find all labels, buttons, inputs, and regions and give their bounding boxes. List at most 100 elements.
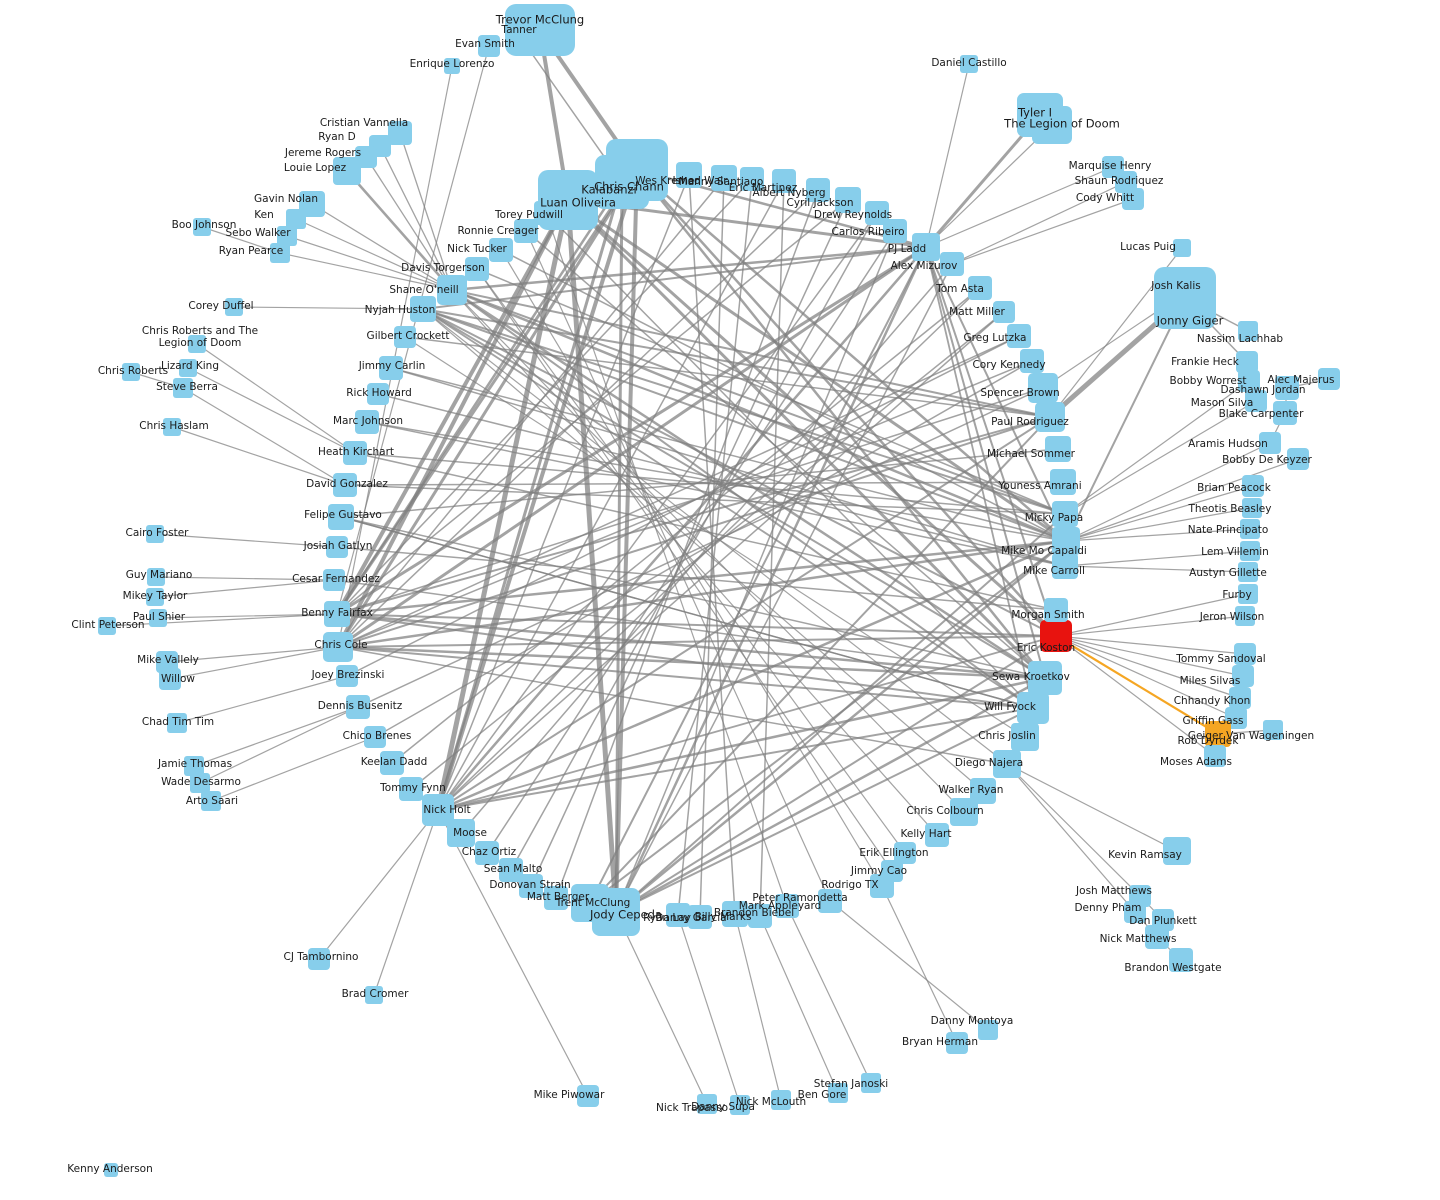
graph-node[interactable] — [1238, 584, 1258, 604]
graph-node[interactable] — [270, 243, 290, 263]
graph-node[interactable] — [775, 894, 799, 918]
graph-node[interactable] — [818, 889, 842, 913]
graph-node[interactable] — [1169, 948, 1193, 972]
graph-node[interactable] — [772, 169, 796, 193]
graph-node[interactable] — [388, 121, 412, 145]
graph-node[interactable] — [514, 219, 538, 243]
graph-node[interactable] — [367, 383, 389, 405]
graph-node[interactable] — [324, 601, 350, 627]
graph-node[interactable] — [1287, 448, 1309, 470]
graph-node[interactable] — [970, 778, 996, 804]
graph-node[interactable] — [1154, 267, 1216, 329]
graph-node[interactable] — [1318, 368, 1340, 390]
graph-node[interactable] — [925, 823, 949, 847]
graph-node[interactable] — [1040, 620, 1072, 652]
graph-node[interactable] — [592, 888, 640, 936]
graph-node[interactable] — [475, 841, 499, 865]
graph-node[interactable] — [748, 904, 772, 928]
graph-node[interactable] — [1122, 188, 1144, 210]
graph-node[interactable] — [1050, 469, 1076, 495]
graph-node[interactable] — [666, 903, 690, 927]
graph-node[interactable] — [167, 713, 187, 733]
graph-node[interactable] — [1240, 541, 1260, 561]
graph-node[interactable] — [326, 536, 348, 558]
graph-node[interactable] — [519, 874, 543, 898]
graph-node[interactable] — [323, 569, 345, 591]
graph-node[interactable] — [1028, 373, 1058, 403]
graph-node[interactable] — [894, 842, 916, 864]
graph-node[interactable] — [993, 301, 1015, 323]
graph-node[interactable] — [946, 1032, 968, 1054]
graph-node[interactable] — [1035, 402, 1065, 432]
graph-node[interactable] — [993, 750, 1021, 778]
graph-node[interactable] — [159, 668, 181, 690]
graph-node[interactable] — [534, 201, 558, 225]
graph-node[interactable] — [1052, 527, 1080, 555]
graph-node[interactable] — [1163, 837, 1191, 865]
graph-node[interactable] — [146, 525, 164, 543]
graph-node[interactable] — [346, 695, 370, 719]
graph-node[interactable] — [193, 218, 211, 236]
graph-node[interactable] — [1045, 436, 1071, 462]
graph-node[interactable] — [1011, 723, 1039, 751]
graph-node[interactable] — [1238, 562, 1258, 582]
graph-node[interactable] — [960, 55, 978, 73]
graph-node[interactable] — [343, 441, 367, 465]
graph-node[interactable] — [323, 632, 353, 662]
graph-node[interactable] — [190, 773, 210, 793]
graph-node[interactable] — [1020, 349, 1044, 373]
graph-node[interactable] — [1052, 553, 1078, 579]
graph-node[interactable] — [1204, 745, 1226, 767]
graph-node[interactable] — [355, 410, 379, 434]
graph-node[interactable] — [912, 233, 940, 261]
graph-node[interactable] — [173, 378, 193, 398]
graph-node[interactable] — [104, 1163, 118, 1177]
graph-node[interactable] — [225, 298, 243, 316]
graph-node[interactable] — [478, 35, 500, 57]
graph-node[interactable] — [444, 58, 460, 74]
graph-node[interactable] — [697, 1094, 717, 1114]
graph-node[interactable] — [676, 162, 702, 188]
graph-node[interactable] — [98, 617, 116, 635]
graph-node[interactable] — [489, 238, 513, 262]
graph-node[interactable] — [147, 568, 165, 586]
graph-node[interactable] — [1259, 432, 1281, 454]
graph-node[interactable] — [336, 665, 358, 687]
graph-node[interactable] — [1273, 401, 1297, 425]
graph-node[interactable] — [1236, 351, 1258, 373]
graph-node[interactable] — [399, 777, 423, 801]
graph-node[interactable] — [940, 252, 964, 276]
graph-node[interactable] — [188, 335, 206, 353]
graph-node[interactable] — [365, 986, 383, 1004]
graph-node[interactable] — [1173, 239, 1191, 257]
graph-node[interactable] — [595, 155, 649, 209]
graph-node[interactable] — [328, 504, 354, 530]
graph-node[interactable] — [122, 363, 140, 381]
graph-node[interactable] — [1240, 519, 1260, 539]
graph-node[interactable] — [308, 948, 330, 970]
graph-node[interactable] — [835, 187, 861, 213]
graph-node[interactable] — [688, 905, 712, 929]
graph-node[interactable] — [1232, 665, 1254, 687]
graph-node[interactable] — [1229, 687, 1251, 709]
graph-node[interactable] — [861, 1073, 881, 1093]
graph-node[interactable] — [730, 1095, 750, 1115]
graph-node[interactable] — [156, 651, 178, 673]
graph-node[interactable] — [447, 819, 475, 847]
graph-node[interactable] — [865, 201, 889, 225]
graph-node[interactable] — [179, 359, 197, 377]
graph-node[interactable] — [577, 1085, 599, 1107]
graph-node[interactable] — [1115, 171, 1137, 193]
graph-node[interactable] — [1245, 390, 1267, 412]
graph-node[interactable] — [379, 356, 403, 380]
graph-node[interactable] — [978, 1020, 998, 1040]
graph-node[interactable] — [1124, 901, 1146, 923]
graph-node[interactable] — [286, 209, 306, 229]
graph-node[interactable] — [1032, 106, 1072, 144]
graph-node[interactable] — [1263, 720, 1283, 740]
graph-node[interactable] — [333, 473, 357, 497]
graph-node[interactable] — [1275, 376, 1299, 400]
graph-node[interactable] — [277, 226, 297, 246]
graph-node[interactable] — [380, 751, 404, 775]
